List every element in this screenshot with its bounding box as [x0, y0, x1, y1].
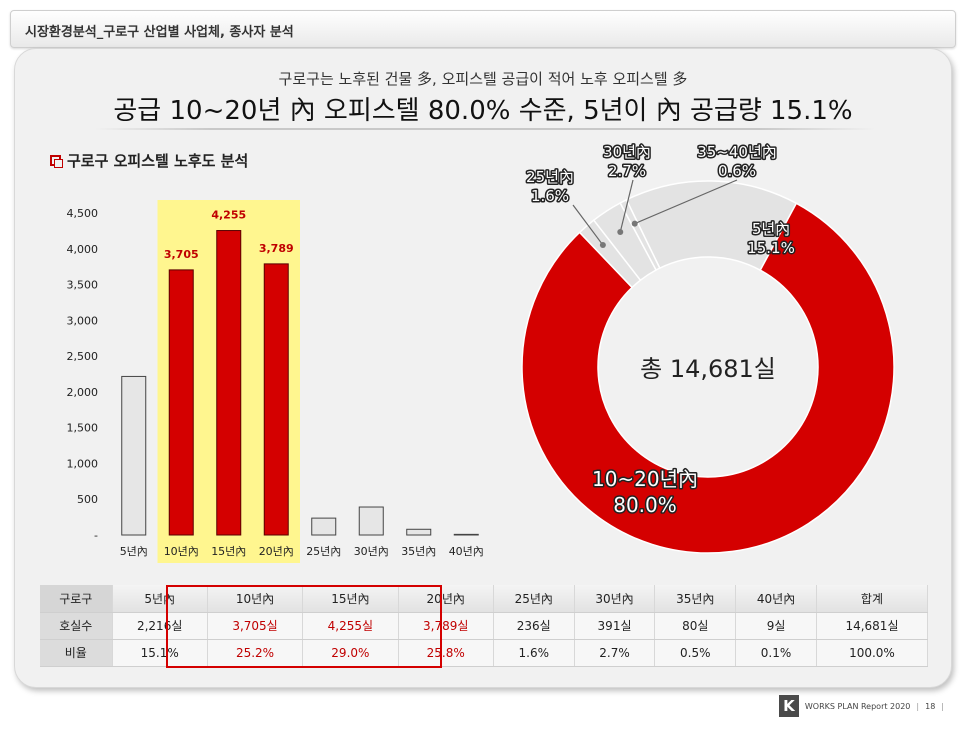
table-cell: 25.8%	[398, 639, 494, 667]
page-number: 18	[925, 701, 936, 711]
y-tick-label: 4,500	[67, 207, 99, 220]
headline-divider	[95, 128, 875, 130]
page-header-bar: 시장환경분석_구로구 산업별 사업체, 종사자 분석	[10, 10, 956, 48]
slice-percent-label: 80.0%	[613, 493, 677, 517]
bar-data-label: 3,789	[259, 242, 294, 255]
table-cell: 0.5%	[654, 639, 737, 667]
table-cell: 3,789실	[398, 612, 494, 640]
table-header-cell: 10년內	[207, 585, 304, 613]
table-header-cell: 30년內	[574, 585, 656, 613]
y-tick-label: 2,000	[67, 386, 99, 399]
bar	[453, 533, 479, 536]
table-cell: 80실	[654, 612, 737, 640]
x-tick-label: 15년內	[211, 545, 246, 558]
y-tick-label: 3,000	[67, 314, 99, 327]
table-cell: 14,681실	[816, 612, 929, 640]
slice-percent-label: 15.1%	[747, 239, 795, 257]
slice-percent-label: 0.6%	[718, 162, 756, 180]
table-header-cell: 5년內	[112, 585, 208, 613]
table-row: 비율 15.1% 25.2% 29.0% 25.8% 1.6% 2.7% 0.5…	[40, 639, 929, 667]
table-cell: 0.1%	[735, 639, 817, 667]
table-header-cell: 합계	[816, 585, 929, 613]
bar	[263, 263, 289, 536]
table-row-label: 호실수	[40, 612, 113, 640]
slice-percent-label: 1.6%	[531, 187, 569, 205]
table-cell: 9실	[735, 612, 817, 640]
bar-data-label: 3,705	[164, 248, 199, 261]
table-cell: 236실	[493, 612, 575, 640]
leader-dot	[599, 242, 606, 249]
y-tick-label: 1,000	[67, 457, 99, 470]
x-tick-label: 10년內	[164, 545, 199, 558]
x-tick-label: 20년內	[259, 545, 294, 558]
table-cell: 15.1%	[112, 639, 208, 667]
table-cell: 2,216실	[112, 612, 208, 640]
table-cell: 25.2%	[207, 639, 304, 667]
table-header-cell: 40년內	[735, 585, 817, 613]
x-tick-label: 30년內	[354, 545, 389, 558]
table-row-label: 비율	[40, 639, 113, 667]
table-cell: 391실	[574, 612, 656, 640]
square-bullet-icon	[50, 155, 63, 168]
bar	[311, 517, 337, 536]
data-table: 구로구 5년內 10년內 15년內 20년內 25년內 30년內 35년內 40…	[40, 585, 929, 667]
bar-chart: - 500 1,000 1,500 2,000 2,500 3,000 3,500 4,000 4…	[67, 200, 484, 563]
leader-dot	[631, 220, 638, 227]
donut-slice	[521, 202, 895, 554]
leader-line	[619, 179, 634, 233]
slice-name-label: 5년內	[752, 220, 790, 238]
table-cell: 2.7%	[574, 639, 656, 667]
y-tick-label: 4,000	[67, 243, 99, 256]
bar	[121, 375, 147, 536]
footer-divider: |	[916, 701, 920, 711]
leader-line	[572, 204, 604, 246]
bar	[216, 230, 242, 536]
leader-line	[634, 179, 738, 225]
bar	[358, 506, 384, 536]
donut-center-label: 총 14,681실	[640, 355, 776, 383]
table-header-cell: 구로구	[40, 585, 113, 613]
footer: K WORKS PLAN Report 2020 | 18 |	[778, 693, 944, 719]
headline-title: 공급 10~20년 內 오피스텔 80.0% 수준, 5년이 內 공급량 15.…	[113, 96, 853, 126]
table-header-cell: 25년內	[493, 585, 575, 613]
leader-dot	[617, 229, 624, 236]
table-cell: 4,255실	[302, 612, 399, 640]
table-header-cell: 35년內	[654, 585, 737, 613]
table-cell: 3,705실	[207, 612, 304, 640]
slice-percent-label: 2.7%	[608, 162, 646, 180]
donut-slice	[619, 198, 661, 272]
footer-divider: |	[941, 701, 944, 711]
bar	[406, 528, 432, 536]
y-tick-label: 2,500	[67, 350, 99, 363]
page-header-title: 시장환경분석_구로구 산업별 사업체, 종사자 분석	[25, 25, 294, 40]
brand-logo: K	[778, 695, 799, 717]
table-header-row: 구로구 5년內 10년內 15년內 20년內 25년內 30년內 35년內 40…	[40, 585, 929, 613]
table-row: 호실수 2,216실 3,705실 4,255실 3,789실 236실 391…	[40, 612, 929, 640]
table-cell: 100.0%	[816, 639, 929, 667]
x-tick-label: 25년內	[306, 545, 341, 558]
headline-subtitle: 구로구는 노후된 건물 多, 오피스텔 공급이 적어 노후 오피스텔 多	[278, 70, 688, 88]
slice-name-label: 10~20년內	[592, 467, 698, 491]
bar-data-label: 4,255	[211, 209, 246, 222]
slice-name-label: 30년內	[603, 143, 651, 161]
y-tick-label: -	[94, 529, 98, 542]
y-tick-label: 1,500	[67, 422, 99, 435]
slice-name-label: 35~40년內	[697, 143, 777, 161]
x-tick-label: 40년內	[449, 545, 484, 558]
bar	[168, 269, 194, 536]
slice-name-label: 25년內	[526, 168, 574, 186]
x-tick-label: 35년內	[401, 545, 436, 558]
brand-text: WORKS PLAN Report 2020	[804, 701, 911, 711]
table-header-cell: 15년內	[302, 585, 399, 613]
section-title-text: 구로구 오피스텔 노후도 분석	[67, 152, 249, 170]
table-cell: 1.6%	[493, 639, 575, 667]
y-tick-label: 3,500	[67, 279, 99, 292]
section-title: 구로구 오피스텔 노후도 분석	[50, 150, 248, 171]
y-tick-label: 500	[77, 493, 98, 506]
table-header-cell: 20년內	[398, 585, 494, 613]
x-tick-label: 5년內	[120, 545, 148, 558]
table-cell: 29.0%	[302, 639, 399, 667]
